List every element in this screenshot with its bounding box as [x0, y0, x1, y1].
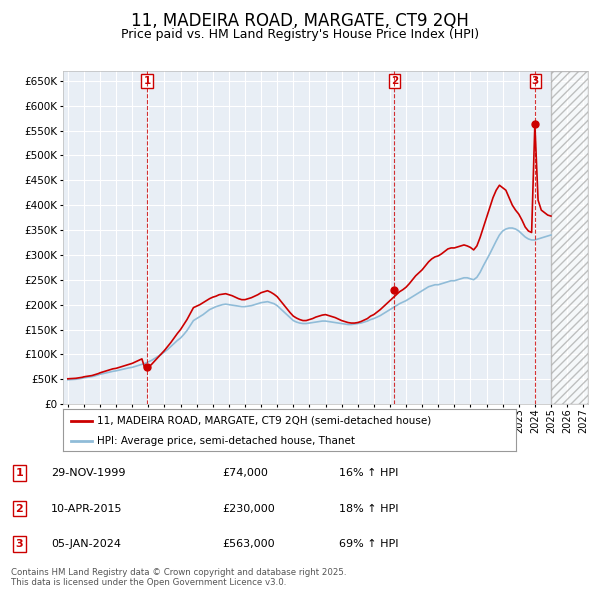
Text: 10-APR-2015: 10-APR-2015: [51, 504, 122, 513]
Text: 16% ↑ HPI: 16% ↑ HPI: [339, 468, 398, 478]
Text: £563,000: £563,000: [222, 539, 275, 549]
Text: Price paid vs. HM Land Registry's House Price Index (HPI): Price paid vs. HM Land Registry's House …: [121, 28, 479, 41]
Text: 3: 3: [16, 539, 23, 549]
Text: 1: 1: [143, 76, 151, 86]
Text: £230,000: £230,000: [222, 504, 275, 513]
Text: 18% ↑ HPI: 18% ↑ HPI: [339, 504, 398, 513]
Text: 1: 1: [16, 468, 23, 478]
Text: HPI: Average price, semi-detached house, Thanet: HPI: Average price, semi-detached house,…: [97, 436, 355, 445]
Text: 3: 3: [532, 76, 539, 86]
Bar: [551, 71, 588, 404]
Text: 29-NOV-1999: 29-NOV-1999: [51, 468, 125, 478]
Text: 2: 2: [391, 76, 398, 86]
Text: £74,000: £74,000: [222, 468, 268, 478]
Text: 05-JAN-2024: 05-JAN-2024: [51, 539, 121, 549]
Text: 2: 2: [16, 504, 23, 513]
Text: 11, MADEIRA ROAD, MARGATE, CT9 2QH: 11, MADEIRA ROAD, MARGATE, CT9 2QH: [131, 12, 469, 30]
Text: Contains HM Land Registry data © Crown copyright and database right 2025.
This d: Contains HM Land Registry data © Crown c…: [11, 568, 346, 587]
Text: 69% ↑ HPI: 69% ↑ HPI: [339, 539, 398, 549]
Text: 11, MADEIRA ROAD, MARGATE, CT9 2QH (semi-detached house): 11, MADEIRA ROAD, MARGATE, CT9 2QH (semi…: [97, 416, 431, 426]
